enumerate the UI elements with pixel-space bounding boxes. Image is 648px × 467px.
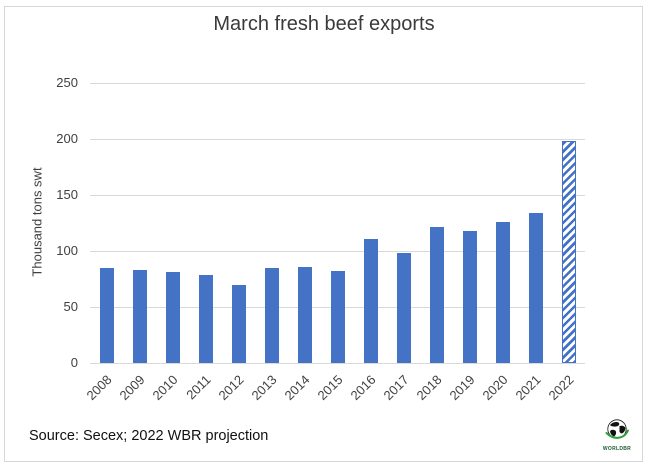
y-tick-label-150: 150 — [56, 187, 78, 202]
bar-2013 — [264, 267, 279, 363]
gridline-150 — [90, 195, 585, 196]
bar-2014 — [297, 266, 312, 363]
bar-2016 — [363, 238, 378, 363]
bar-2018 — [429, 227, 444, 363]
source-note: Source: Secex; 2022 WBR projection — [29, 428, 269, 444]
gridline-0 — [90, 363, 585, 364]
bar-2009 — [132, 270, 147, 363]
bar-2020 — [495, 221, 510, 363]
bar-2011 — [198, 274, 213, 363]
y-tick-label-250: 250 — [56, 75, 78, 90]
logo-text: WORLDBR — [602, 446, 632, 452]
bar-2010 — [165, 272, 180, 363]
gridline-200 — [90, 139, 585, 140]
worldbr-logo: WORLDBR — [596, 417, 638, 453]
globe-icon — [605, 419, 629, 439]
y-tick-label-50: 50 — [63, 299, 78, 314]
bar-2012 — [231, 284, 246, 363]
y-tick-label-100: 100 — [56, 243, 78, 258]
bar-2022-projection — [561, 141, 576, 363]
bar-2017 — [396, 253, 411, 363]
y-axis-title: Thousand tons swt — [29, 167, 45, 277]
gridline-250 — [90, 83, 585, 84]
bar-2021 — [528, 212, 543, 363]
bar-2019 — [462, 230, 477, 363]
bar-2015 — [330, 271, 345, 363]
y-tick-label-0: 0 — [70, 355, 78, 370]
y-tick-label-200: 200 — [56, 131, 78, 146]
bar-2008 — [99, 267, 114, 363]
chart-title: March fresh beef exports — [213, 13, 435, 35]
gridline-100 — [90, 251, 585, 252]
